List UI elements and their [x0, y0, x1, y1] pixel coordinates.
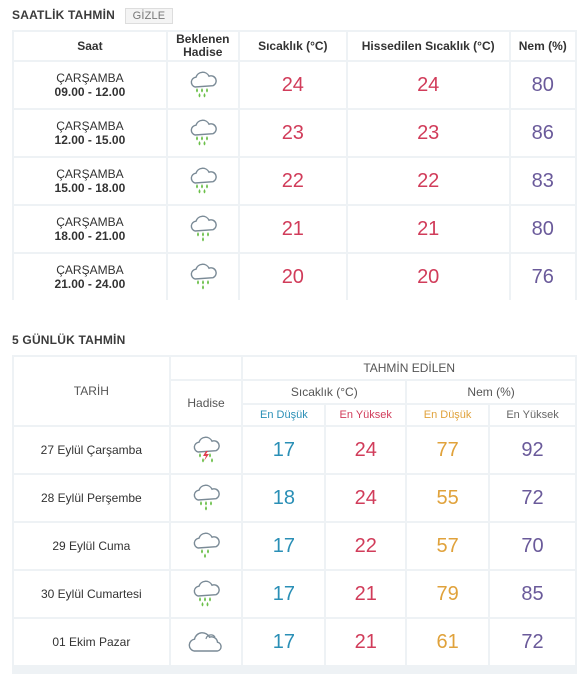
day-label: ÇARŞAMBA: [56, 71, 124, 85]
temp-max-value: 21: [326, 571, 406, 617]
table-row: 01 Ekim Pazar 17 21 61 72: [14, 619, 575, 665]
time-range: 18.00 - 21.00: [54, 229, 126, 243]
temp-value: 22: [239, 158, 346, 204]
daily-forecast-panel: TARİH TAHMİN EDİLEN Hadise Sıcaklık (°C)…: [12, 355, 577, 674]
temp-min-value: 17: [243, 523, 325, 569]
hourly-forecast-panel: Saat Beklenen Hadise Sıcaklık (°C) Hisse…: [12, 30, 577, 300]
temp-min-header: En Düşük: [243, 405, 325, 425]
day-label: ÇARŞAMBA: [56, 215, 124, 229]
humidity-max-value: 72: [490, 619, 575, 665]
time-range: 12.00 - 15.00: [54, 133, 126, 147]
hide-toggle-button[interactable]: GİZLE: [124, 8, 174, 24]
rain-cloud-icon: [167, 254, 238, 300]
day-label: ÇARŞAMBA: [56, 263, 124, 277]
temp-min-value: 18: [243, 475, 325, 521]
date-cell: 01 Ekim Pazar: [14, 619, 169, 665]
time-cell: ÇARŞAMBA 12.00 - 15.00: [14, 110, 166, 156]
date-cell: 30 Eylül Cumartesi: [14, 571, 169, 617]
humidity-min-value: 79: [407, 571, 489, 617]
humidity-min-header: En Düşük: [407, 405, 489, 425]
feels-value: 24: [347, 62, 509, 108]
time-range: 15.00 - 18.00: [54, 181, 126, 195]
humidity-value: 86: [510, 110, 575, 156]
temp-value: 24: [239, 62, 346, 108]
time-cell: ÇARŞAMBA 18.00 - 21.00: [14, 206, 166, 252]
table-row: ÇARŞAMBA 12.00 - 15.00 23 23 86: [14, 110, 575, 156]
feels-value: 22: [347, 158, 509, 204]
temp-min-value: 17: [243, 619, 325, 665]
hourly-table: Saat Beklenen Hadise Sıcaklık (°C) Hisse…: [12, 30, 577, 302]
heavy-rain-cloud-icon: [167, 158, 238, 204]
feels-value: 20: [347, 254, 509, 300]
humidity-max-value: 92: [490, 427, 575, 473]
humidity-value: 80: [510, 62, 575, 108]
daily-table: TARİH TAHMİN EDİLEN Hadise Sıcaklık (°C)…: [12, 355, 577, 667]
table-row: 27 Eylül Çarşamba 17 24 77 92: [14, 427, 575, 473]
humidity-value: 83: [510, 158, 575, 204]
time-cell: ÇARŞAMBA 21.00 - 24.00: [14, 254, 166, 300]
date-cell: 28 Eylül Perşembe: [14, 475, 169, 521]
hourly-section-title: SAATLİK TAHMİN GİZLE: [12, 8, 577, 24]
daily-title: 5 GÜNLÜK TAHMİN: [12, 333, 126, 347]
temp-min-value: 17: [243, 571, 325, 617]
humidity-value: 76: [510, 254, 575, 300]
col-feels-header: Hissedilen Sıcaklık (°C): [347, 32, 509, 60]
col-event-header: Beklenen Hadise: [167, 32, 238, 60]
rain-cloud-icon: [167, 206, 238, 252]
humidity-max-value: 85: [490, 571, 575, 617]
table-row: ÇARŞAMBA 15.00 - 18.00 22 22 83: [14, 158, 575, 204]
time-range: 21.00 - 24.00: [54, 277, 126, 291]
col-humidity-header: Nem (%): [510, 32, 575, 60]
humidity-max-value: 72: [490, 475, 575, 521]
humidity-max-value: 70: [490, 523, 575, 569]
day-label: ÇARŞAMBA: [56, 167, 124, 181]
time-cell: ÇARŞAMBA 09.00 - 12.00: [14, 62, 166, 108]
humidity-min-value: 57: [407, 523, 489, 569]
temp-min-value: 17: [243, 427, 325, 473]
daily-section-title: 5 GÜNLÜK TAHMİN: [12, 333, 577, 347]
temp-max-value: 24: [326, 475, 406, 521]
day-label: ÇARŞAMBA: [56, 119, 124, 133]
date-cell: 29 Eylül Cuma: [14, 523, 169, 569]
light-rain-cloud-icon: [170, 523, 242, 569]
table-row: 29 Eylül Cuma 17 22 57 70: [14, 523, 575, 569]
col-time-header: Saat: [14, 32, 166, 60]
table-row: ÇARŞAMBA 09.00 - 12.00 24 24 80: [14, 62, 575, 108]
hourly-title: SAATLİK TAHMİN: [12, 8, 116, 22]
humidity-max-header: En Yüksek: [490, 405, 575, 425]
rain-cloud-icon: [170, 475, 242, 521]
table-row: ÇARŞAMBA 18.00 - 21.00 21 21 80: [14, 206, 575, 252]
table-row: ÇARŞAMBA 21.00 - 24.00 20 20 76: [14, 254, 575, 300]
col-event-header: Hadise: [170, 381, 242, 425]
temp-max-header: En Yüksek: [326, 405, 406, 425]
date-cell: 27 Eylül Çarşamba: [14, 427, 169, 473]
col-temp-header: Sıcaklık (°C): [243, 381, 406, 403]
cloudy-icon: [170, 619, 242, 665]
humidity-min-value: 55: [407, 475, 489, 521]
temp-max-value: 22: [326, 523, 406, 569]
heavy-rain-cloud-icon: [167, 110, 238, 156]
heavy-rain-cloud-icon: [170, 571, 242, 617]
col-date-header: TARİH: [14, 357, 169, 425]
temp-value: 20: [239, 254, 346, 300]
col-humidity-header: Nem (%): [407, 381, 575, 403]
col-temp-header: Sıcaklık (°C): [239, 32, 346, 60]
temp-max-value: 24: [326, 427, 406, 473]
time-range: 09.00 - 12.00: [54, 85, 126, 99]
time-cell: ÇARŞAMBA 15.00 - 18.00: [14, 158, 166, 204]
table-row: 28 Eylül Perşembe 18 24 55 72: [14, 475, 575, 521]
col-predicted-header: TAHMİN EDİLEN: [243, 357, 575, 379]
feels-value: 21: [347, 206, 509, 252]
thunderstorm-rain-icon: [170, 427, 242, 473]
temp-value: 21: [239, 206, 346, 252]
humidity-value: 80: [510, 206, 575, 252]
heavy-rain-cloud-icon: [167, 62, 238, 108]
temp-max-value: 21: [326, 619, 406, 665]
temp-value: 23: [239, 110, 346, 156]
humidity-min-value: 77: [407, 427, 489, 473]
feels-value: 23: [347, 110, 509, 156]
humidity-min-value: 61: [407, 619, 489, 665]
table-row: 30 Eylül Cumartesi 17 21 79 85: [14, 571, 575, 617]
